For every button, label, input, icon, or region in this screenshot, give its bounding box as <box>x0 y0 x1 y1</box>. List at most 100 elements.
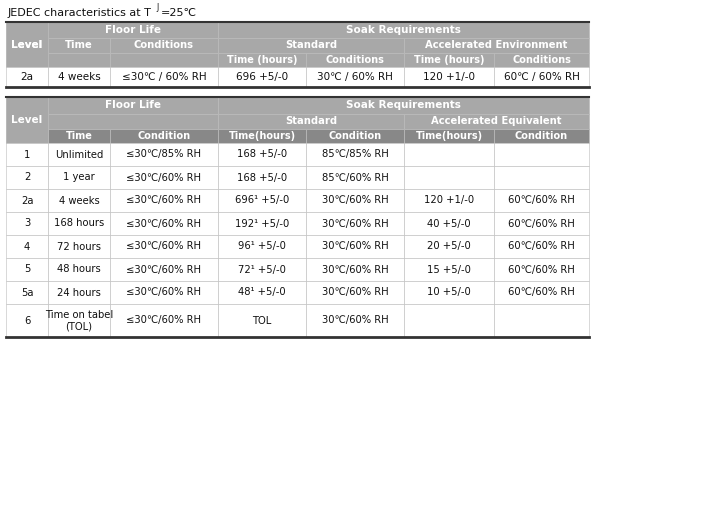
Bar <box>218 258 306 281</box>
Text: 24 hours: 24 hours <box>57 288 101 298</box>
Text: 192¹ +5/-0: 192¹ +5/-0 <box>235 219 289 228</box>
Text: Conditions: Conditions <box>134 40 194 50</box>
Text: 60℃/60% RH: 60℃/60% RH <box>508 219 575 228</box>
Bar <box>306 166 404 189</box>
Bar <box>6 22 48 67</box>
Bar <box>48 129 110 143</box>
Bar <box>48 143 110 166</box>
Bar <box>48 304 110 337</box>
Bar <box>110 235 218 258</box>
Bar <box>494 235 589 258</box>
Text: Conditions: Conditions <box>325 55 385 65</box>
Bar <box>494 143 589 166</box>
Text: ≤30℃/60% RH: ≤30℃/60% RH <box>127 219 202 228</box>
Bar <box>404 38 589 53</box>
Bar <box>110 212 218 235</box>
Bar <box>404 129 494 143</box>
Bar <box>110 143 218 166</box>
Text: 15 +5/-0: 15 +5/-0 <box>427 265 471 275</box>
Bar <box>218 143 306 166</box>
Bar <box>218 38 404 53</box>
Text: Time: Time <box>65 40 93 50</box>
Text: ≤30℃/60% RH: ≤30℃/60% RH <box>127 172 202 182</box>
Text: 2a: 2a <box>20 72 34 82</box>
Bar <box>306 129 404 143</box>
Bar <box>494 189 589 212</box>
Bar <box>6 281 48 304</box>
Text: Standard: Standard <box>285 116 337 126</box>
Bar <box>110 189 218 212</box>
Bar <box>494 166 589 189</box>
Bar <box>404 143 494 166</box>
Bar <box>110 129 218 143</box>
Bar <box>6 235 48 258</box>
Text: 168 hours: 168 hours <box>54 219 104 228</box>
Bar <box>494 67 589 87</box>
Text: Time (hours): Time (hours) <box>414 55 484 65</box>
Text: 48 hours: 48 hours <box>57 265 101 275</box>
Bar <box>404 235 494 258</box>
Text: Level: Level <box>11 115 43 125</box>
Text: 2: 2 <box>24 172 30 182</box>
Bar <box>306 53 404 67</box>
Text: 696¹ +5/-0: 696¹ +5/-0 <box>235 195 289 205</box>
Text: 120 +1/-0: 120 +1/-0 <box>424 195 474 205</box>
Text: Time(hours): Time(hours) <box>415 131 482 141</box>
Bar <box>494 53 589 67</box>
Text: 696 +5/-0: 696 +5/-0 <box>236 72 288 82</box>
Bar <box>218 212 306 235</box>
Bar <box>110 166 218 189</box>
Text: 3: 3 <box>24 219 30 228</box>
Text: Standard: Standard <box>285 40 337 50</box>
Bar <box>218 114 404 129</box>
Bar <box>218 67 306 87</box>
Bar <box>404 189 494 212</box>
Bar <box>6 258 48 281</box>
Bar <box>6 212 48 235</box>
Bar <box>6 67 48 87</box>
Text: Accelerated Equivalent: Accelerated Equivalent <box>431 116 562 126</box>
Text: J: J <box>156 3 158 12</box>
Bar <box>6 97 48 143</box>
Text: Soak Requirements: Soak Requirements <box>346 25 461 35</box>
Bar <box>404 258 494 281</box>
Bar <box>494 281 589 304</box>
Text: Floor Life: Floor Life <box>105 25 161 35</box>
Text: 2a: 2a <box>21 195 33 205</box>
Bar <box>110 281 218 304</box>
Bar <box>494 129 589 143</box>
Text: 30℃/60% RH: 30℃/60% RH <box>322 315 388 325</box>
Text: 1: 1 <box>24 149 30 159</box>
Bar <box>404 53 494 67</box>
Text: 85℃/85% RH: 85℃/85% RH <box>322 149 388 159</box>
Bar <box>48 97 218 114</box>
Bar <box>48 166 110 189</box>
Bar <box>48 258 110 281</box>
Text: 60℃ / 60% RH: 60℃ / 60% RH <box>503 72 579 82</box>
Bar <box>48 212 110 235</box>
Bar <box>404 114 589 129</box>
Text: Soak Requirements: Soak Requirements <box>346 101 461 111</box>
Text: 30℃ / 60% RH: 30℃ / 60% RH <box>317 72 393 82</box>
Bar <box>48 67 110 87</box>
Text: 4 weeks: 4 weeks <box>58 72 101 82</box>
Text: 30℃/60% RH: 30℃/60% RH <box>322 265 388 275</box>
Bar <box>404 304 494 337</box>
Bar <box>306 67 404 87</box>
Text: ≤30℃ / 60% RH: ≤30℃ / 60% RH <box>122 72 206 82</box>
Text: Accelerated Environment: Accelerated Environment <box>425 40 568 50</box>
Text: 72 hours: 72 hours <box>57 242 101 252</box>
Text: 60℃/60% RH: 60℃/60% RH <box>508 288 575 298</box>
Text: 48¹ +5/-0: 48¹ +5/-0 <box>238 288 286 298</box>
Bar <box>218 235 306 258</box>
Bar <box>110 38 218 53</box>
Text: 168 +5/-0: 168 +5/-0 <box>237 149 287 159</box>
Text: Time: Time <box>65 131 92 141</box>
Bar <box>306 235 404 258</box>
Text: 30℃/60% RH: 30℃/60% RH <box>322 219 388 228</box>
Bar <box>6 97 48 143</box>
Bar <box>306 212 404 235</box>
Bar <box>110 53 218 67</box>
Text: Condition: Condition <box>515 131 568 141</box>
Bar <box>48 281 110 304</box>
